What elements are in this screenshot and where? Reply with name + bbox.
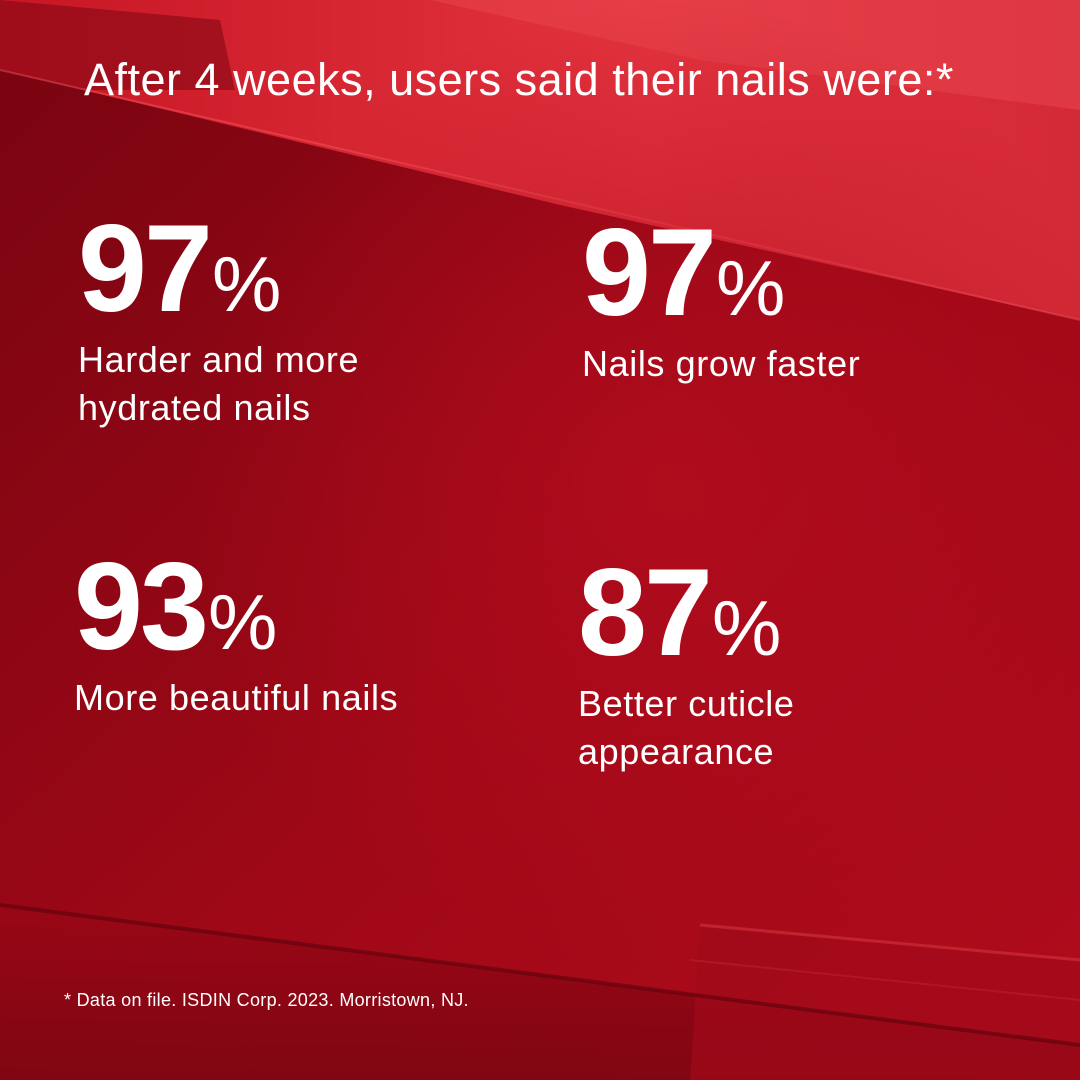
stat-value: 97 <box>582 204 717 342</box>
stat-label: Nails grow faster <box>582 343 861 384</box>
stat-label: More beautiful nails <box>74 677 399 718</box>
percent-sign: % <box>715 244 786 332</box>
stat-value: 93 <box>74 538 209 676</box>
footnote: * Data on file. ISDIN Corp. 2023. Morris… <box>64 990 469 1010</box>
stat-harder-hydrated: 97 % Harder and more hydrated nails <box>78 200 518 432</box>
stat-cuticle-appearance: 87 % Better cuticle appearance <box>578 544 1018 776</box>
percent-sign: % <box>711 584 782 672</box>
stat-label: Harder and more hydrated nails <box>78 339 360 428</box>
stat-figure: 97 % <box>582 204 1022 342</box>
stat-figure: 87 % <box>578 544 1018 682</box>
headline: After 4 weeks, users said their nails we… <box>84 54 954 105</box>
stat-value: 97 <box>78 200 213 338</box>
stat-figure: 93 % <box>74 538 514 676</box>
percent-sign: % <box>211 240 282 328</box>
percent-sign: % <box>207 578 278 666</box>
stat-value: 87 <box>578 544 713 682</box>
stat-label: Better cuticle appearance <box>578 683 795 772</box>
stat-more-beautiful: 93 % More beautiful nails <box>74 538 514 722</box>
stat-figure: 97 % <box>78 200 518 338</box>
stat-grow-faster: 97 % Nails grow faster <box>582 204 1022 388</box>
